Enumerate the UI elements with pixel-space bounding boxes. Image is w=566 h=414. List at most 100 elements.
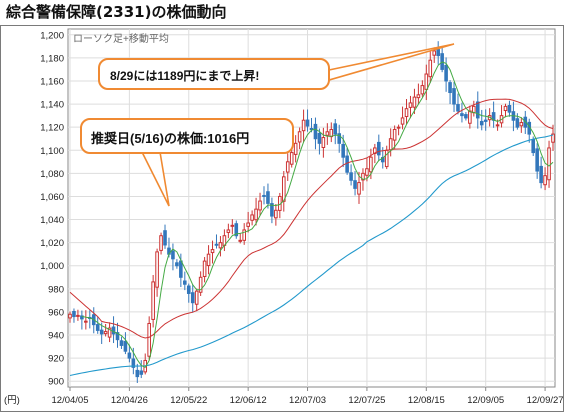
candle-body xyxy=(483,119,488,122)
candle-body xyxy=(210,249,215,254)
x-tick-label: 12/04/05 xyxy=(52,395,89,406)
candle-body xyxy=(76,314,80,317)
candle-body xyxy=(95,324,100,331)
candle-body xyxy=(127,352,132,359)
candle-body xyxy=(281,176,286,202)
candle-body xyxy=(345,155,349,173)
candle-body xyxy=(194,290,199,305)
y-tick-label: 1,160 xyxy=(40,76,64,87)
candle-body xyxy=(519,122,524,127)
candle-body xyxy=(353,180,357,189)
x-tick-label: 12/08/15 xyxy=(408,395,445,406)
candle-body xyxy=(202,260,207,277)
candle-body xyxy=(242,229,246,241)
candle-body xyxy=(107,327,112,338)
candle-body xyxy=(111,326,116,335)
candle-body xyxy=(396,126,401,129)
candle-body xyxy=(305,119,310,127)
candle-body xyxy=(448,82,452,94)
candle-body xyxy=(452,88,456,105)
candle-body xyxy=(139,370,144,375)
candle-body xyxy=(472,105,476,114)
candle-body xyxy=(301,119,306,132)
y-tick-label: 1,000 xyxy=(40,261,64,272)
candle-body xyxy=(412,96,417,108)
candle-body xyxy=(84,320,88,323)
candle-body xyxy=(507,104,512,113)
y-tick-label: 1,080 xyxy=(40,169,64,180)
candle-body xyxy=(151,281,155,320)
callout-recommend-price: 推奨日(5/16)の株価:1016円 xyxy=(80,118,294,154)
x-tick-label: 12/09/27 xyxy=(527,395,563,406)
candle-body xyxy=(428,59,433,78)
candle-body xyxy=(297,131,302,143)
candle-body xyxy=(238,239,243,242)
candle-body xyxy=(456,104,460,112)
candle-body xyxy=(175,262,179,267)
candle-body xyxy=(262,194,266,197)
moving-average-short xyxy=(81,61,554,369)
candle-body xyxy=(361,172,365,181)
candle-body xyxy=(103,331,108,335)
candle-body xyxy=(495,124,500,127)
candle-body xyxy=(515,118,520,128)
candle-body xyxy=(230,224,235,227)
page-title: 綜合警備保障(2331)の株価動向 xyxy=(6,3,227,21)
candle-body xyxy=(325,131,330,136)
y-tick-label: 980 xyxy=(48,284,64,295)
candle-body xyxy=(99,329,104,335)
candle-body xyxy=(539,165,543,184)
candle-body xyxy=(309,128,314,131)
candle-body xyxy=(115,332,120,341)
candle-body xyxy=(436,49,440,57)
y-tick-label: 1,020 xyxy=(40,238,64,249)
candle-body xyxy=(377,141,381,156)
y-tick-label: 1,180 xyxy=(40,53,64,64)
candle-body xyxy=(155,251,159,288)
candle-body xyxy=(416,94,421,99)
candle-body xyxy=(479,120,484,126)
candle-body xyxy=(214,243,219,246)
candle-body xyxy=(234,223,239,237)
candle-body xyxy=(535,148,539,172)
candle-body xyxy=(274,209,278,219)
candle-body xyxy=(190,292,195,304)
candle-body xyxy=(551,133,555,143)
candle-body xyxy=(206,253,211,267)
candle-body xyxy=(198,276,203,293)
candle-body xyxy=(266,191,270,204)
candle-body xyxy=(531,139,536,154)
candle-body xyxy=(68,313,72,319)
candle-body xyxy=(337,133,342,144)
candle-body xyxy=(317,132,322,144)
candle-body xyxy=(388,138,393,151)
candle-body xyxy=(424,73,429,90)
candle-body xyxy=(159,235,163,251)
x-tick-label: 12/07/03 xyxy=(289,395,326,406)
x-tick-label: 12/09/05 xyxy=(467,395,504,406)
candle-body xyxy=(250,214,254,221)
callout-high-price: 8/29には1189円にまで上昇! xyxy=(98,58,330,90)
moving-average-mid xyxy=(69,98,554,339)
candle-body xyxy=(420,85,425,95)
legend-label: ローソク足+移動平均 xyxy=(73,32,169,45)
candle-body xyxy=(186,285,191,294)
candle-body xyxy=(547,147,551,181)
x-tick-label: 12/05/22 xyxy=(170,395,207,406)
candle-body xyxy=(72,310,76,318)
x-tick-label: 12/06/12 xyxy=(230,395,267,406)
candle-body xyxy=(460,113,464,117)
y-tick-label: 920 xyxy=(48,354,64,365)
candle-body xyxy=(468,110,472,124)
candle-body xyxy=(293,142,298,155)
y-tick-label: 1,100 xyxy=(40,146,64,157)
y-tick-label: 1,200 xyxy=(40,30,64,41)
candle-body xyxy=(163,230,167,246)
y-tick-label: 940 xyxy=(48,331,64,342)
y-axis-unit: (円) xyxy=(4,395,20,406)
candle-body xyxy=(289,152,294,165)
candle-body xyxy=(543,175,547,186)
candle-body xyxy=(349,172,353,181)
candle-body xyxy=(183,280,187,285)
y-tick-label: 1,060 xyxy=(40,192,64,203)
